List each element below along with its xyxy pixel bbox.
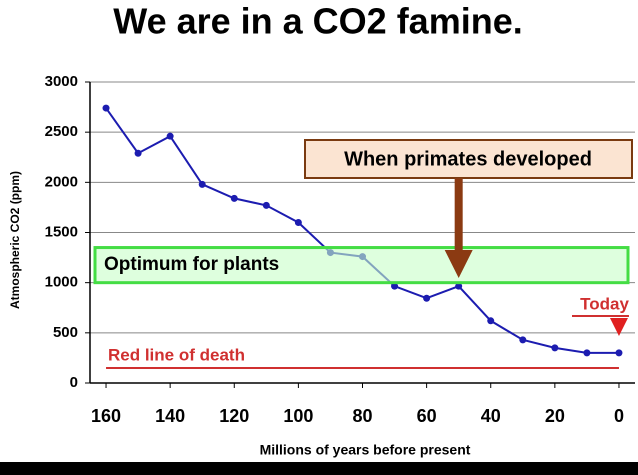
optimum-label: Optimum for plants [104,254,279,275]
data-point [134,149,142,157]
y-tick-label: 2500 [45,123,78,140]
today-label: Today [580,294,629,313]
data-point [551,344,559,352]
data-point [615,349,623,357]
data-point [230,194,238,202]
x-tick-label: 100 [283,406,313,426]
data-point [198,180,206,188]
data-point [487,317,495,325]
y-tick-label: 1000 [45,274,78,291]
data-point [455,282,463,290]
x-tick-label: 120 [219,406,249,426]
x-tick-label: 40 [481,406,501,426]
data-point [102,104,110,112]
data-point [166,132,174,140]
y-tick-label: 0 [70,374,78,391]
data-point [294,218,302,226]
primates-box [304,139,633,179]
y-tick-label: 3000 [45,73,78,90]
y-tick-label: 2000 [45,173,78,190]
chart-title: We are in a CO2 famine. [113,1,522,42]
primates-arrow-shaft [454,178,463,252]
primates-arrow-head [444,250,473,278]
x-tick-label: 60 [417,406,437,426]
primates-label: When primates developed [344,148,592,170]
x-axis-label: Millions of years before present [260,442,471,458]
data-point [519,336,527,344]
data-point [391,282,399,290]
x-tick-label: 20 [545,406,565,426]
y-tick-label: 500 [53,324,78,341]
today-arrow-head [609,318,628,336]
y-tick-label: 1500 [45,223,78,240]
y-axis-label: Atmospheric CO2 (ppm) [8,171,22,309]
x-tick-label: 0 [614,406,624,426]
data-point [262,201,270,209]
death-label: Red line of death [108,345,245,364]
x-tick-label: 80 [352,406,372,426]
data-point [423,294,431,302]
x-tick-label: 140 [155,406,185,426]
optimum-band [93,246,630,285]
x-tick-label: 160 [91,406,121,426]
bottom-bar [0,462,638,475]
data-point [583,349,591,357]
